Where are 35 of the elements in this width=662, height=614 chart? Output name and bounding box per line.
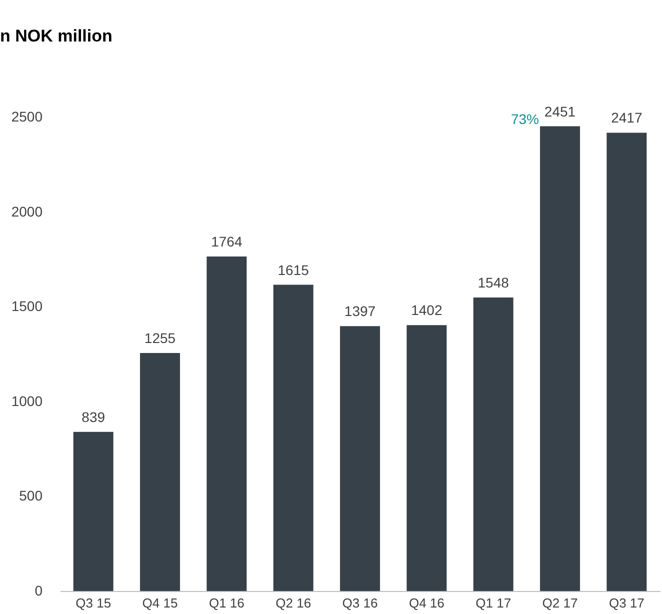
data-label: 839	[82, 408, 106, 425]
x-tick-label: Q2 17	[542, 596, 578, 610]
data-label: 2417	[611, 110, 642, 126]
x-tick-label: Q1 17	[476, 596, 512, 610]
data-label: 2451	[544, 103, 576, 120]
bar	[206, 256, 247, 591]
chart-subtitle: n NOK million	[0, 26, 112, 46]
bar	[340, 326, 380, 591]
y-tick-label: 500	[19, 488, 43, 504]
bar	[606, 132, 647, 591]
bar	[473, 298, 514, 591]
data-label: 1255	[144, 330, 176, 346]
x-tick-label: Q3 15	[76, 596, 112, 610]
x-tick-label: Q3 16	[342, 596, 378, 610]
x-tick-label: Q4 15	[142, 596, 178, 610]
bar	[73, 432, 114, 591]
annotation: 73%	[510, 111, 540, 127]
y-tick-label: 2500	[11, 108, 43, 124]
x-tick-label: Q3 17	[608, 596, 644, 610]
x-tick-label: Q4 16	[408, 596, 444, 610]
y-tick-label: 1500	[11, 298, 43, 314]
y-tick-label: 1000	[11, 392, 43, 409]
data-label: 1397	[344, 303, 376, 320]
x-tick-label: Q2 16	[276, 596, 312, 610]
bar	[140, 353, 180, 591]
bar	[540, 126, 580, 591]
data-label: 1764	[211, 234, 242, 250]
data-label: 1615	[278, 262, 310, 278]
bar	[273, 284, 314, 591]
data-label: 1548	[478, 274, 510, 290]
x-tick-label: Q1 16	[208, 596, 244, 610]
bar	[406, 325, 447, 591]
y-tick-label: 2000	[11, 203, 43, 220]
y-tick-label: 0	[34, 582, 43, 598]
data-label: 1402	[411, 302, 442, 318]
